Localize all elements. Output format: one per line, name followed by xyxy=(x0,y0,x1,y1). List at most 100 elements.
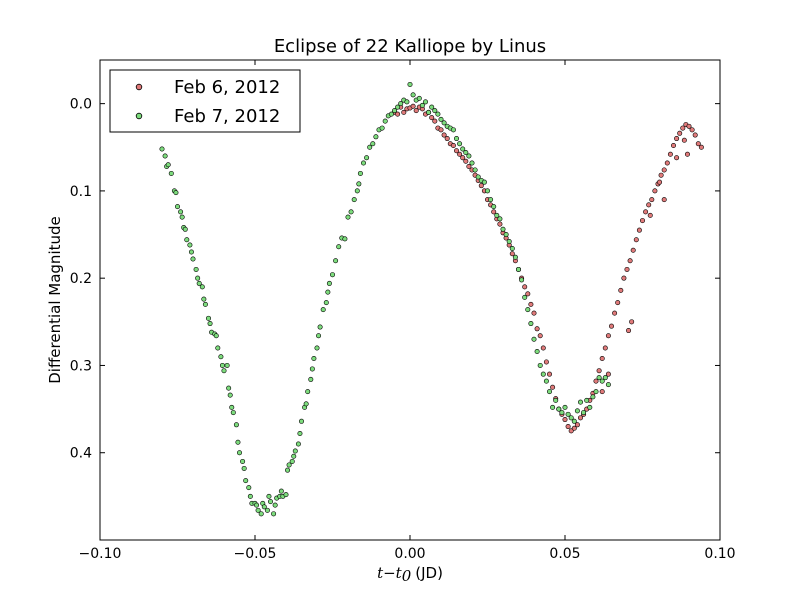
data-point-series1-16 xyxy=(193,266,199,272)
data-point-series1-146 xyxy=(525,307,531,313)
data-point-series1-144 xyxy=(519,277,525,283)
data-point-series1-4 xyxy=(168,170,174,176)
data-point-series0-72 xyxy=(615,300,621,306)
data-point-series0-65 xyxy=(593,378,599,384)
data-point-series1-36 xyxy=(233,422,239,428)
data-point-series1-66 xyxy=(295,441,301,447)
data-points-layer xyxy=(159,81,704,517)
data-point-series0-87 xyxy=(661,167,667,173)
data-point-series1-20 xyxy=(201,296,207,302)
data-point-series0-81 xyxy=(643,209,649,215)
data-point-series1-128 xyxy=(469,160,475,166)
data-point-series1-18 xyxy=(196,280,202,286)
data-point-series0-22 xyxy=(460,155,466,161)
data-point-series1-164 xyxy=(581,410,587,416)
data-point-series1-148 xyxy=(531,336,537,342)
data-point-series1-30 xyxy=(221,368,227,374)
data-point-series0-86 xyxy=(658,172,664,178)
data-point-series1-153 xyxy=(546,389,552,395)
data-point-series0-106 xyxy=(684,151,690,157)
data-point-series1-112 xyxy=(419,102,425,108)
chart-title: Eclipse of 22 Kalliope by Linus xyxy=(274,36,546,57)
data-point-series1-70 xyxy=(303,401,309,407)
y-tick-label-3: 0.3 xyxy=(70,358,92,374)
data-point-series0-103 xyxy=(605,371,611,377)
data-point-series1-75 xyxy=(314,345,320,351)
data-point-series0-101 xyxy=(629,319,635,325)
y-tick-label-1: 0.1 xyxy=(70,184,92,200)
data-point-series0-73 xyxy=(618,287,624,293)
data-point-series0-88 xyxy=(664,160,670,166)
data-point-series1-161 xyxy=(571,418,577,424)
data-point-series1-152 xyxy=(543,378,549,384)
data-point-series1-34 xyxy=(229,404,235,410)
data-point-series1-151 xyxy=(540,371,546,377)
y-tick-label-2: 0.2 xyxy=(70,271,92,287)
legend: Feb 6, 2012 Feb 7, 2012 xyxy=(109,69,301,133)
data-point-series1-27 xyxy=(215,345,221,351)
data-point-series0-68 xyxy=(602,345,608,351)
x-tick-label-2: 0.00 xyxy=(394,546,425,562)
data-point-series1-9 xyxy=(179,214,185,220)
legend-label-feb6: Feb 6, 2012 xyxy=(174,77,280,98)
x-tick-label-3: 0.05 xyxy=(549,546,580,562)
data-point-series0-20 xyxy=(453,148,459,154)
data-point-series1-150 xyxy=(537,362,543,368)
data-point-series1-68 xyxy=(298,418,304,424)
data-point-series0-42 xyxy=(522,284,528,290)
data-point-series0-21 xyxy=(457,151,463,157)
data-point-series1-145 xyxy=(522,294,528,300)
data-point-series1-42 xyxy=(246,485,252,491)
data-point-series0-102 xyxy=(599,389,605,395)
data-point-series1-130 xyxy=(475,174,481,180)
data-point-series1-139 xyxy=(503,232,509,238)
data-point-series0-49 xyxy=(543,359,549,365)
data-point-series1-111 xyxy=(416,95,422,101)
data-point-series1-86 xyxy=(342,236,348,242)
data-point-series0-17 xyxy=(444,136,450,142)
data-point-series1-43 xyxy=(247,493,253,499)
data-point-series0-92 xyxy=(677,130,683,136)
data-point-series1-79 xyxy=(323,300,329,306)
data-point-series1-74 xyxy=(311,355,317,361)
data-point-series1-33 xyxy=(227,392,233,398)
data-point-series1-100 xyxy=(382,118,388,124)
data-point-series0-51 xyxy=(550,384,556,390)
data-point-series1-171 xyxy=(602,375,608,381)
data-point-series1-118 xyxy=(438,116,444,122)
data-point-series1-29 xyxy=(219,362,225,368)
data-point-series0-107 xyxy=(657,179,663,185)
data-point-series0-82 xyxy=(646,202,652,208)
data-point-series0-100 xyxy=(626,328,632,334)
data-point-series1-51 xyxy=(264,507,270,513)
data-point-series0-78 xyxy=(633,237,639,243)
data-point-series1-38 xyxy=(237,450,243,456)
data-point-series1-105 xyxy=(398,101,404,107)
data-point-series1-8 xyxy=(178,209,184,215)
data-point-series0-80 xyxy=(639,218,645,224)
data-point-series1-76 xyxy=(316,333,322,339)
data-point-series0-55 xyxy=(562,417,568,423)
data-point-series0-71 xyxy=(612,310,618,316)
data-point-series1-81 xyxy=(326,280,332,286)
data-point-series1-47 xyxy=(255,507,261,513)
data-point-series0-98 xyxy=(695,141,701,147)
data-point-series1-22 xyxy=(206,315,212,321)
data-point-series1-83 xyxy=(333,258,339,264)
data-point-series1-62 xyxy=(286,462,292,468)
data-point-series0-3 xyxy=(401,109,407,115)
data-point-series0-57 xyxy=(568,428,574,434)
data-point-series0-76 xyxy=(627,258,633,264)
x-tick-label-4: 0.10 xyxy=(704,546,735,562)
data-point-series1-3 xyxy=(165,162,171,168)
data-point-series0-44 xyxy=(528,301,534,307)
data-point-series0-93 xyxy=(680,125,686,131)
data-point-series0-99 xyxy=(698,144,704,150)
data-point-series1-61 xyxy=(285,467,291,473)
data-point-series1-96 xyxy=(370,141,376,147)
data-point-series1-126 xyxy=(463,150,469,156)
data-point-series1-23 xyxy=(207,321,213,327)
data-point-series1-7 xyxy=(175,204,181,210)
data-point-series1-52 xyxy=(266,493,272,499)
data-point-series1-37 xyxy=(235,439,241,445)
